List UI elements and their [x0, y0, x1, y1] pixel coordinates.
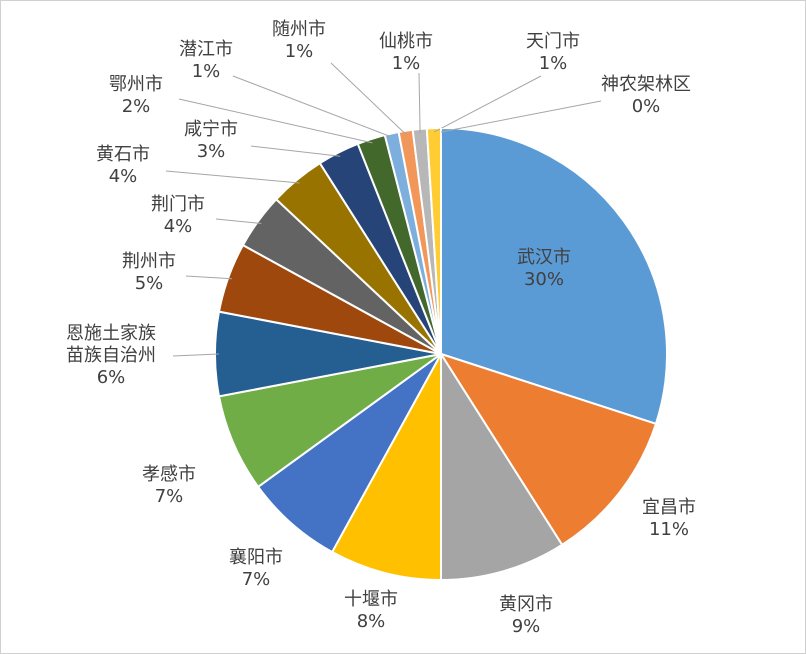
value-label: 1% — [284, 41, 314, 62]
category-label: 咸宁市 — [184, 119, 238, 140]
slice-label: 潜江市 1% — [179, 39, 233, 83]
leader-line — [215, 218, 262, 225]
value-label: 1% — [191, 61, 221, 82]
category-label: 恩施土家族 苗族自治州 — [66, 323, 156, 366]
slice-label: 武汉市 30% — [517, 247, 571, 291]
slice-label: 鄂州市 2% — [109, 74, 163, 118]
value-label: 1% — [538, 53, 568, 74]
value-label: 7% — [154, 486, 184, 507]
slice-label: 黄石市 4% — [96, 144, 150, 188]
category-label: 仙桃市 — [379, 31, 433, 52]
leader-line — [165, 170, 300, 184]
value-label: 6% — [96, 367, 126, 388]
leader-line — [440, 100, 602, 133]
leader-line — [250, 145, 341, 157]
slice-label: 黄冈市 9% — [499, 594, 553, 638]
category-label: 十堰市 — [344, 589, 398, 610]
category-label: 神农架林区 — [601, 74, 691, 95]
category-label: 黄石市 — [96, 144, 150, 165]
slice-label: 仙桃市 1% — [379, 31, 433, 75]
slice-label: 宜昌市 11% — [642, 497, 696, 541]
value-label: 5% — [134, 273, 164, 294]
category-label: 武汉市 — [517, 247, 571, 268]
category-label: 宜昌市 — [642, 497, 696, 518]
slice-label: 襄阳市 7% — [229, 547, 283, 591]
pie-slice — [330, 353, 442, 582]
value-label: 9% — [511, 616, 541, 637]
category-label: 荆州市 — [122, 251, 176, 272]
value-label: 3% — [196, 141, 226, 162]
leader-line — [232, 75, 393, 138]
leader-line — [172, 353, 220, 357]
pie-slice — [440, 126, 668, 426]
slice-label: 神农架林区 0% — [601, 74, 691, 118]
value-label: 1% — [391, 53, 421, 74]
leader-line — [433, 75, 542, 133]
category-label: 襄阳市 — [229, 547, 283, 568]
category-label: 荆门市 — [151, 194, 205, 215]
slice-label: 天门市 1% — [526, 31, 580, 75]
category-label: 黄冈市 — [499, 594, 553, 615]
slice-label: 咸宁市 3% — [184, 119, 238, 163]
slice-label: 十堰市 8% — [344, 589, 398, 633]
value-label: 2% — [121, 96, 151, 117]
slice-label: 随州市 1% — [272, 19, 326, 63]
category-label: 随州市 — [272, 19, 326, 40]
value-label: 8% — [356, 611, 386, 632]
leader-line — [330, 62, 407, 136]
value-label: 7% — [241, 569, 271, 590]
value-label: 4% — [163, 216, 193, 237]
category-label: 潜江市 — [179, 39, 233, 60]
category-label: 天门市 — [526, 31, 580, 52]
value-label: 4% — [108, 166, 138, 187]
category-label: 孝感市 — [142, 464, 196, 485]
value-label: 0% — [631, 96, 661, 117]
leader-line — [418, 72, 421, 133]
pie-slice — [440, 350, 564, 582]
value-label: 30% — [523, 269, 564, 290]
slice-label: 荆州市 5% — [122, 251, 176, 295]
leader-line — [178, 98, 373, 144]
category-label: 鄂州市 — [109, 74, 163, 95]
slice-label: 荆门市 4% — [151, 194, 205, 238]
leader-line — [185, 275, 233, 280]
pie-slice — [438, 352, 658, 547]
value-label: 11% — [648, 519, 689, 540]
slice-label: 恩施土家族 苗族自治州 6% — [66, 323, 156, 389]
slice-label: 孝感市 7% — [142, 464, 196, 508]
